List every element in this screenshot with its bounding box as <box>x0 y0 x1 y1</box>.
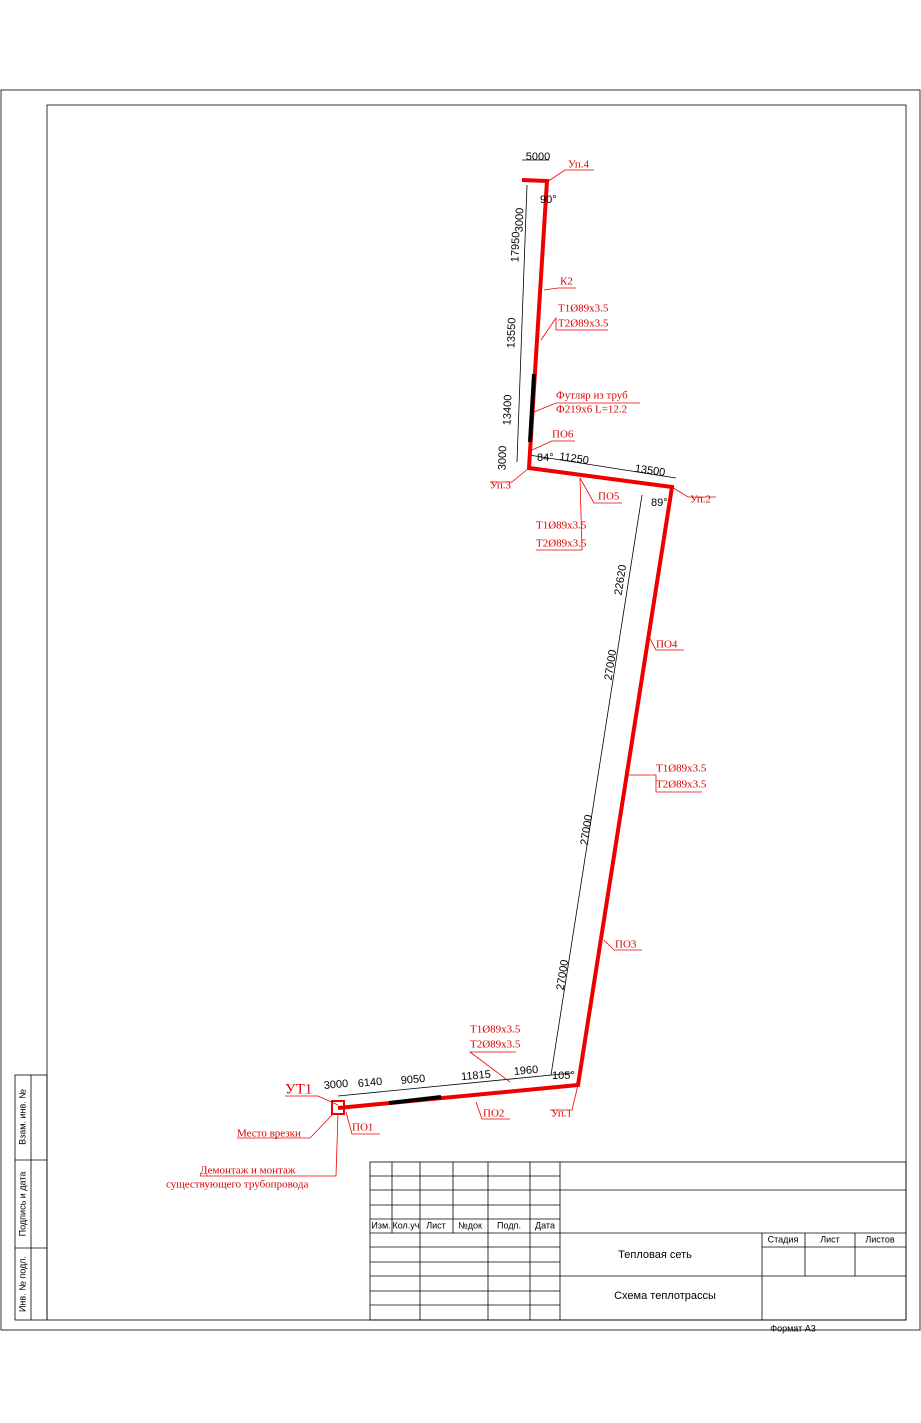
header: №док <box>458 1220 482 1230</box>
sheet-name: Схема теплотрассы <box>614 1290 716 1302</box>
leaders <box>200 169 716 1177</box>
support-label: ПО6 <box>552 429 574 441</box>
node-label: Уп.4 <box>568 159 589 171</box>
dimension: 3000 <box>323 1078 348 1092</box>
node-label: Уп.2 <box>690 494 711 506</box>
support-label: ПО5 <box>598 491 620 503</box>
note: Демонтаж и монтаж <box>200 1165 296 1177</box>
dimension: 3000 <box>513 208 526 233</box>
dimension: 13550 <box>505 317 518 348</box>
pipeline <box>331 178 675 1115</box>
dimension: 3000 <box>496 446 509 471</box>
pipe-spec: Т1Ø89х3.5 <box>656 763 707 775</box>
dimension: 5000 <box>526 151 550 163</box>
support-label: ПО4 <box>656 639 678 651</box>
dimension: 11250 <box>558 451 589 467</box>
pipe-spec: Т2Ø89х3.5 <box>470 1039 521 1051</box>
labels: Уп.4 Уп.3 Уп.2 Уп.1 УТ1 К2 ПО1 ПО2 ПО3 П… <box>166 159 711 1191</box>
dimension: 1960 <box>513 1064 538 1078</box>
header: Подп. <box>497 1220 521 1230</box>
dimension-lines <box>337 159 677 1097</box>
pipe-spec: Т2Ø89х3.5 <box>656 779 707 791</box>
dimension: 13500 <box>634 463 666 479</box>
node-label: Уп.1 <box>551 1108 572 1120</box>
dimension: 17950 <box>509 231 522 262</box>
dimension: 6140 <box>357 1076 382 1090</box>
title-texts: Изм. Кол.уч Лист №док Подп. Дата Теплова… <box>17 1089 894 1334</box>
dimension: 13400 <box>501 394 514 425</box>
dimension: 27000 <box>579 814 596 846</box>
title-block <box>369 1161 907 1321</box>
pipe-spec: Т2Ø89х3.5 <box>558 318 609 330</box>
casing-note: Футляр из труб <box>556 390 628 402</box>
header: Изм. <box>371 1220 390 1230</box>
note: существующего трубопровода <box>166 1179 308 1191</box>
angle: 105° <box>552 1070 575 1082</box>
side-stamp: Подпись и дата <box>17 1172 27 1237</box>
side-stamp: Взам. инв. № <box>17 1089 27 1145</box>
dimension: 9050 <box>400 1073 425 1087</box>
header: Дата <box>535 1220 555 1230</box>
stage-header: Листов <box>865 1234 894 1244</box>
dimension: 27000 <box>555 959 572 991</box>
frame <box>0 89 921 1331</box>
chamber-label: К2 <box>560 276 573 288</box>
stage-header: Лист <box>820 1234 840 1244</box>
header: Кол.уч <box>393 1220 420 1230</box>
dimension-texts: 5000 3000 17950 13550 13400 3000 11250 1… <box>323 151 667 1092</box>
node-label: Уп.3 <box>490 480 511 492</box>
stage-header: Стадия <box>768 1234 799 1244</box>
support-label: ПО2 <box>483 1108 504 1120</box>
pipe-spec: Т1Ø89х3.5 <box>536 520 587 532</box>
support-label: ПО3 <box>615 939 637 951</box>
format: Формат А3 <box>770 1323 815 1333</box>
pipe-spec: Т1Ø89х3.5 <box>558 303 609 315</box>
pipe-spec: Т1Ø89х3.5 <box>470 1024 521 1036</box>
casing-note: Ф219х6 L=12.2 <box>556 404 627 416</box>
angle: 89° <box>651 497 668 509</box>
side-stamp: Инв. № подл. <box>17 1256 27 1312</box>
support-label: ПО1 <box>352 1122 373 1134</box>
casings <box>388 373 536 1105</box>
pipe-spec: Т2Ø89х3.5 <box>536 538 587 550</box>
project-name: Тепловая сеть <box>618 1249 692 1261</box>
dimension: 22620 <box>613 564 630 596</box>
dimension: 11815 <box>461 1069 492 1084</box>
node-label: УТ1 <box>285 1081 312 1097</box>
note: Место врезки <box>237 1128 301 1140</box>
angle: 84° <box>537 452 554 464</box>
header: Лист <box>426 1220 446 1230</box>
dimension: 27000 <box>603 649 620 681</box>
angle: 90° <box>540 194 557 206</box>
